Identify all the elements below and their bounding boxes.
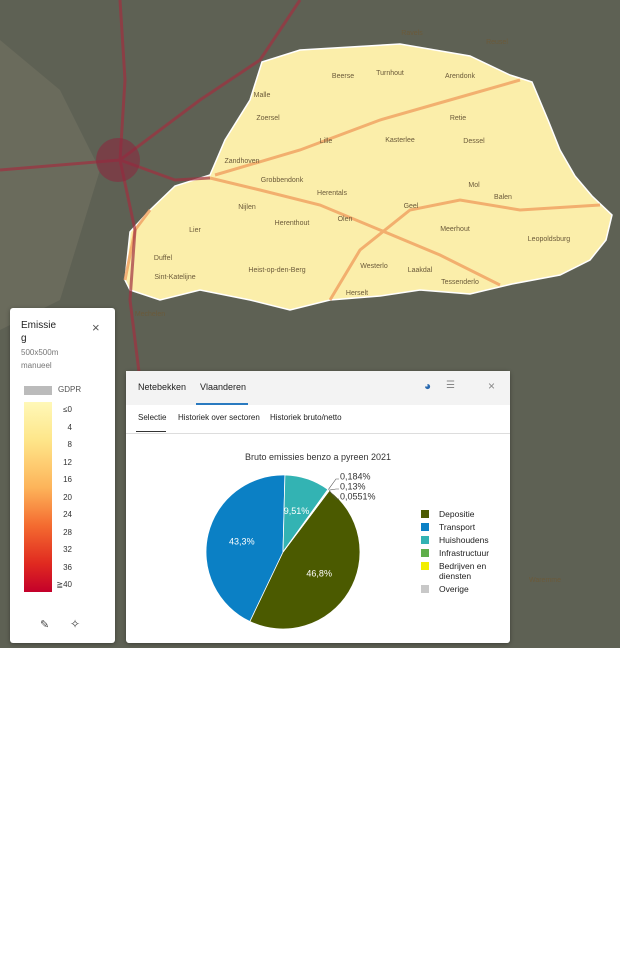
tab[interactable]: Vlaanderen [200,382,247,392]
leader-line [328,478,339,490]
nodata-swatch [24,386,52,395]
legend-label: Overige [439,584,469,594]
place-label: Beerse [332,73,354,80]
roads [123,78,601,301]
legend-swatch [421,585,429,593]
place-label: Mol [468,182,480,189]
place-label: Lier [189,227,201,234]
place-label: Tessenderlo [441,279,479,286]
place-label: Lille [320,138,333,145]
slice-label: 43,3% [229,537,255,547]
scale-label: 16 [63,475,72,484]
place-label: Grobbendonk [261,177,304,184]
legend-resolution: 500x500m [21,348,59,357]
legend-swatch [421,510,429,518]
scale-label: 4 [67,422,72,432]
close-button[interactable]: × [92,320,100,335]
pie-slice [205,474,286,623]
scale-label: 24 [63,510,72,519]
place-label: Balen [494,194,512,201]
subtab[interactable]: Historiek bruto/netto [270,413,342,422]
place-label: Laakdal [408,267,433,274]
legend-title: Emissie [21,320,57,331]
place-label: Geel [404,203,419,210]
place-label: Heist-op-den-Berg [248,267,305,274]
legend-title: g [21,333,27,344]
slice-label: 46,8% [306,568,332,578]
place-label: Herentals [317,190,347,197]
pie-slice [249,489,361,630]
chart-icon[interactable]: ◕ [424,379,432,393]
legend-label: Infrastructuur [439,548,490,558]
legend-swatch [421,536,429,544]
chart-title: Bruto emissies benzo a pyreen 2021 [245,452,391,462]
place-label: Ravels [401,30,423,37]
nodata-label: GDPR [58,385,82,394]
region-polygon [124,43,613,311]
close-button[interactable]: × [488,379,496,393]
color-scale [24,402,52,592]
tab-underline [196,403,248,405]
leader-line [328,490,339,500]
place-label: Malle [254,92,271,99]
place-label: Arendonk [445,73,475,80]
place-label: Herenthout [275,220,310,227]
legend-label: Bedrijven en diensten [439,561,487,581]
legend-label: Huishoudens [439,535,489,545]
edit-button[interactable]: ✎ [40,619,50,631]
subtab[interactable]: Selectie [138,413,167,422]
legend-mode: manueel [21,361,52,370]
table-icon[interactable]: ☰ [446,380,455,391]
place-label: Mechelen [135,311,165,318]
place-label: Duffel [154,255,173,262]
magic-button[interactable]: ✧ [70,617,81,631]
place-label: Leopoldsburg [528,236,571,243]
slice-label: 0,184% [340,471,371,481]
scale-label: ≤0 [63,405,72,414]
place-label: Zandhoven [224,158,259,165]
subtab[interactable]: Historiek over sectoren [178,413,260,422]
place-label: Nijlen [238,204,256,211]
slice-label: 9,51% [284,506,310,516]
place-label: Turnhout [376,70,404,77]
place-label: Meerhout [440,226,470,233]
place-label: Waremme [529,577,561,584]
urban-area [96,138,140,182]
tab[interactable]: Netebekken [138,382,187,392]
leader-line [328,488,339,491]
legend-swatch [421,523,429,531]
legend-swatch [421,549,429,557]
place-label: Sint-Katelijne [154,274,195,281]
panel-header [126,371,510,405]
scale-label: 8 [67,440,72,449]
place-label: Reusel [486,39,508,46]
legend-swatch [421,562,429,570]
place-label: Olen [338,216,353,223]
chart: Bruto emissies benzo a pyreen 2021 46,8%… [205,452,391,630]
scale-label: 32 [63,545,72,554]
place-label: Kasterlee [385,137,415,144]
legend-label: Transport [439,522,476,532]
legend-label: Depositie [439,509,475,519]
place-label: Herselt [346,290,368,297]
place-label: Zoersel [256,115,280,122]
scale-label: 20 [63,492,72,502]
subtab-underline [136,431,166,432]
slice-label: 0,13% [340,481,366,491]
place-label: Dessel [463,138,485,145]
place-label: Westerlo [360,263,388,270]
divider [126,433,510,434]
scale-label: 36 [63,562,72,572]
scale-label: 12 [63,457,72,467]
chart-panel: Netebekken Vlaanderen ◕ ☰ × Selectie His… [126,371,510,643]
scale-label: 28 [63,527,72,537]
scale-label: ≧40 [56,580,72,589]
place-label: Retie [450,115,466,122]
legend-panel: Emissie g × 500x500m manueel GDPR ≤0 4 8 12… [10,308,115,643]
map-area [0,40,100,330]
slice-label: 0,0551% [340,491,376,501]
